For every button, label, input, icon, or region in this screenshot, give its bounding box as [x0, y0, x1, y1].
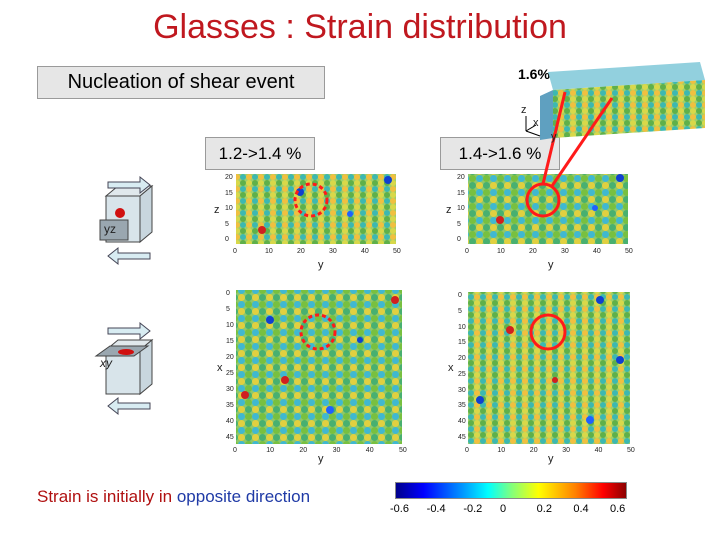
cube-label-xy: xy [100, 356, 112, 370]
y-tick-label: 45 [226, 434, 234, 441]
axis-label-y-top-left: y [318, 259, 324, 271]
colorbar-tick-label: 0.4 [573, 503, 589, 515]
inset-3d-block [540, 62, 705, 140]
y-tick-label: 0 [226, 290, 230, 297]
bottom-note-prefix: Strain is initially in [37, 487, 177, 506]
x-tick-label: 40 [365, 447, 374, 454]
colorbar-tick-label: -0.2 [463, 503, 483, 515]
axis-triad [525, 116, 541, 137]
bottom-note: Strain is initially in opposite directio… [37, 487, 310, 507]
x-tick-label: 30 [329, 248, 337, 255]
y-tick-label: 10 [458, 323, 466, 331]
y-tick-label: 5 [458, 307, 462, 315]
x-tick-label: 10 [497, 447, 506, 454]
x-tick-label: 50 [627, 447, 635, 454]
y-tick-label: 20 [457, 174, 465, 181]
y-tick-label: 5 [225, 220, 229, 228]
y-tick-label: 30 [226, 386, 234, 393]
axis-label-y-bottom-left: y [318, 453, 324, 465]
x-tick-label: 50 [399, 447, 407, 454]
nucleation-label: Nucleation of shear event [37, 66, 325, 99]
y-tick-label: 40 [226, 418, 234, 425]
panel-xy-12-14 [236, 290, 402, 444]
x-tick-label: 30 [562, 447, 570, 454]
inset-axis-z: z [521, 104, 527, 116]
axis-label-z-right: z [446, 204, 452, 216]
y-tick-label: 25 [226, 370, 234, 377]
y-tick-label: 15 [457, 189, 465, 197]
x-tick-label: 20 [299, 447, 308, 454]
cube-label-yz: yz [104, 222, 116, 236]
shear-cube-xy [94, 321, 154, 416]
y-tick-label: 20 [226, 354, 234, 361]
x-tick-label: 10 [265, 248, 273, 255]
panel-label-12-14: 1.2->1.4 % [205, 137, 315, 170]
x-tick-label: 20 [529, 248, 537, 255]
y-tick-label: 15 [225, 189, 233, 197]
y-tick-label: 10 [226, 322, 234, 329]
callout-line-left [541, 91, 567, 185]
x-tick-label: 0 [465, 447, 469, 454]
x-tick-label: 30 [561, 248, 569, 255]
x-tick-label: 50 [393, 248, 401, 255]
callout-line-right [550, 97, 614, 187]
x-tick-label: 40 [593, 248, 601, 255]
y-tick-label: 20 [225, 174, 233, 181]
y-tick-label: 35 [226, 402, 234, 409]
page-title: Glasses : Strain distribution [153, 8, 567, 46]
x-tick-label: 40 [361, 248, 369, 255]
solid-circle-bottom-right [529, 313, 567, 351]
x-tick-label: 30 [332, 447, 341, 454]
axis-label-x-bottom-left: x [217, 362, 223, 374]
dashed-circle-bottom-left [299, 313, 337, 351]
inset-axis-x: x [533, 117, 539, 129]
axis-label-y-top-right: y [548, 259, 554, 271]
y-tick-label: 20 [458, 355, 466, 363]
x-tick-label: 0 [233, 447, 237, 454]
y-tick-label: 30 [458, 386, 466, 394]
axis-label-x-bottom-right: x [448, 362, 454, 374]
y-tick-label: 35 [458, 402, 466, 410]
x-tick-label: 40 [594, 447, 603, 454]
y-tick-label: 15 [458, 339, 466, 347]
inset-axis-y: y [551, 131, 557, 143]
y-tick-label: 0 [458, 292, 462, 299]
strain-highlights [241, 174, 624, 424]
colorbar-tick-label: -0.6 [390, 503, 409, 515]
colorbar-tick-label: 0.6 [610, 503, 626, 515]
y-tick-label: 5 [457, 220, 461, 228]
shear-cube-yz [99, 175, 154, 266]
y-tick-label: 10 [225, 205, 233, 212]
y-tick-label: 45 [458, 434, 466, 441]
x-tick-label: 20 [529, 447, 538, 454]
x-tick-label: 50 [625, 248, 633, 255]
axis-label-y-bottom-right: y [548, 453, 554, 465]
x-tick-label: 0 [233, 248, 237, 255]
y-tick-label: 5 [226, 306, 230, 313]
colorbar-tick-label: 0.2 [536, 503, 552, 515]
dashed-circle-top-left [293, 182, 329, 218]
x-tick-label: 20 [297, 248, 305, 255]
bottom-note-highlight: opposite direction [176, 487, 311, 506]
x-tick-label: 10 [266, 447, 274, 454]
colorbar-tick-label: 0 [500, 503, 507, 515]
y-tick-label: 40 [458, 418, 466, 426]
y-tick-label: 15 [226, 338, 234, 345]
panel-label-14-16: 1.4->1.6 % [440, 137, 560, 170]
colorbar-tick-label: -0.4 [426, 503, 446, 515]
y-tick-label: 25 [458, 370, 466, 378]
axis-label-z-left: z [214, 204, 220, 216]
inset-strain-label: 1.6% [518, 66, 550, 82]
panel-xy-14-16 [468, 292, 630, 444]
y-tick-label: 0 [457, 236, 461, 243]
x-tick-label: 0 [465, 248, 469, 255]
y-tick-label: 10 [457, 205, 465, 212]
colorbar [395, 482, 627, 499]
x-tick-label: 10 [497, 248, 505, 255]
y-tick-label: 0 [225, 236, 229, 243]
